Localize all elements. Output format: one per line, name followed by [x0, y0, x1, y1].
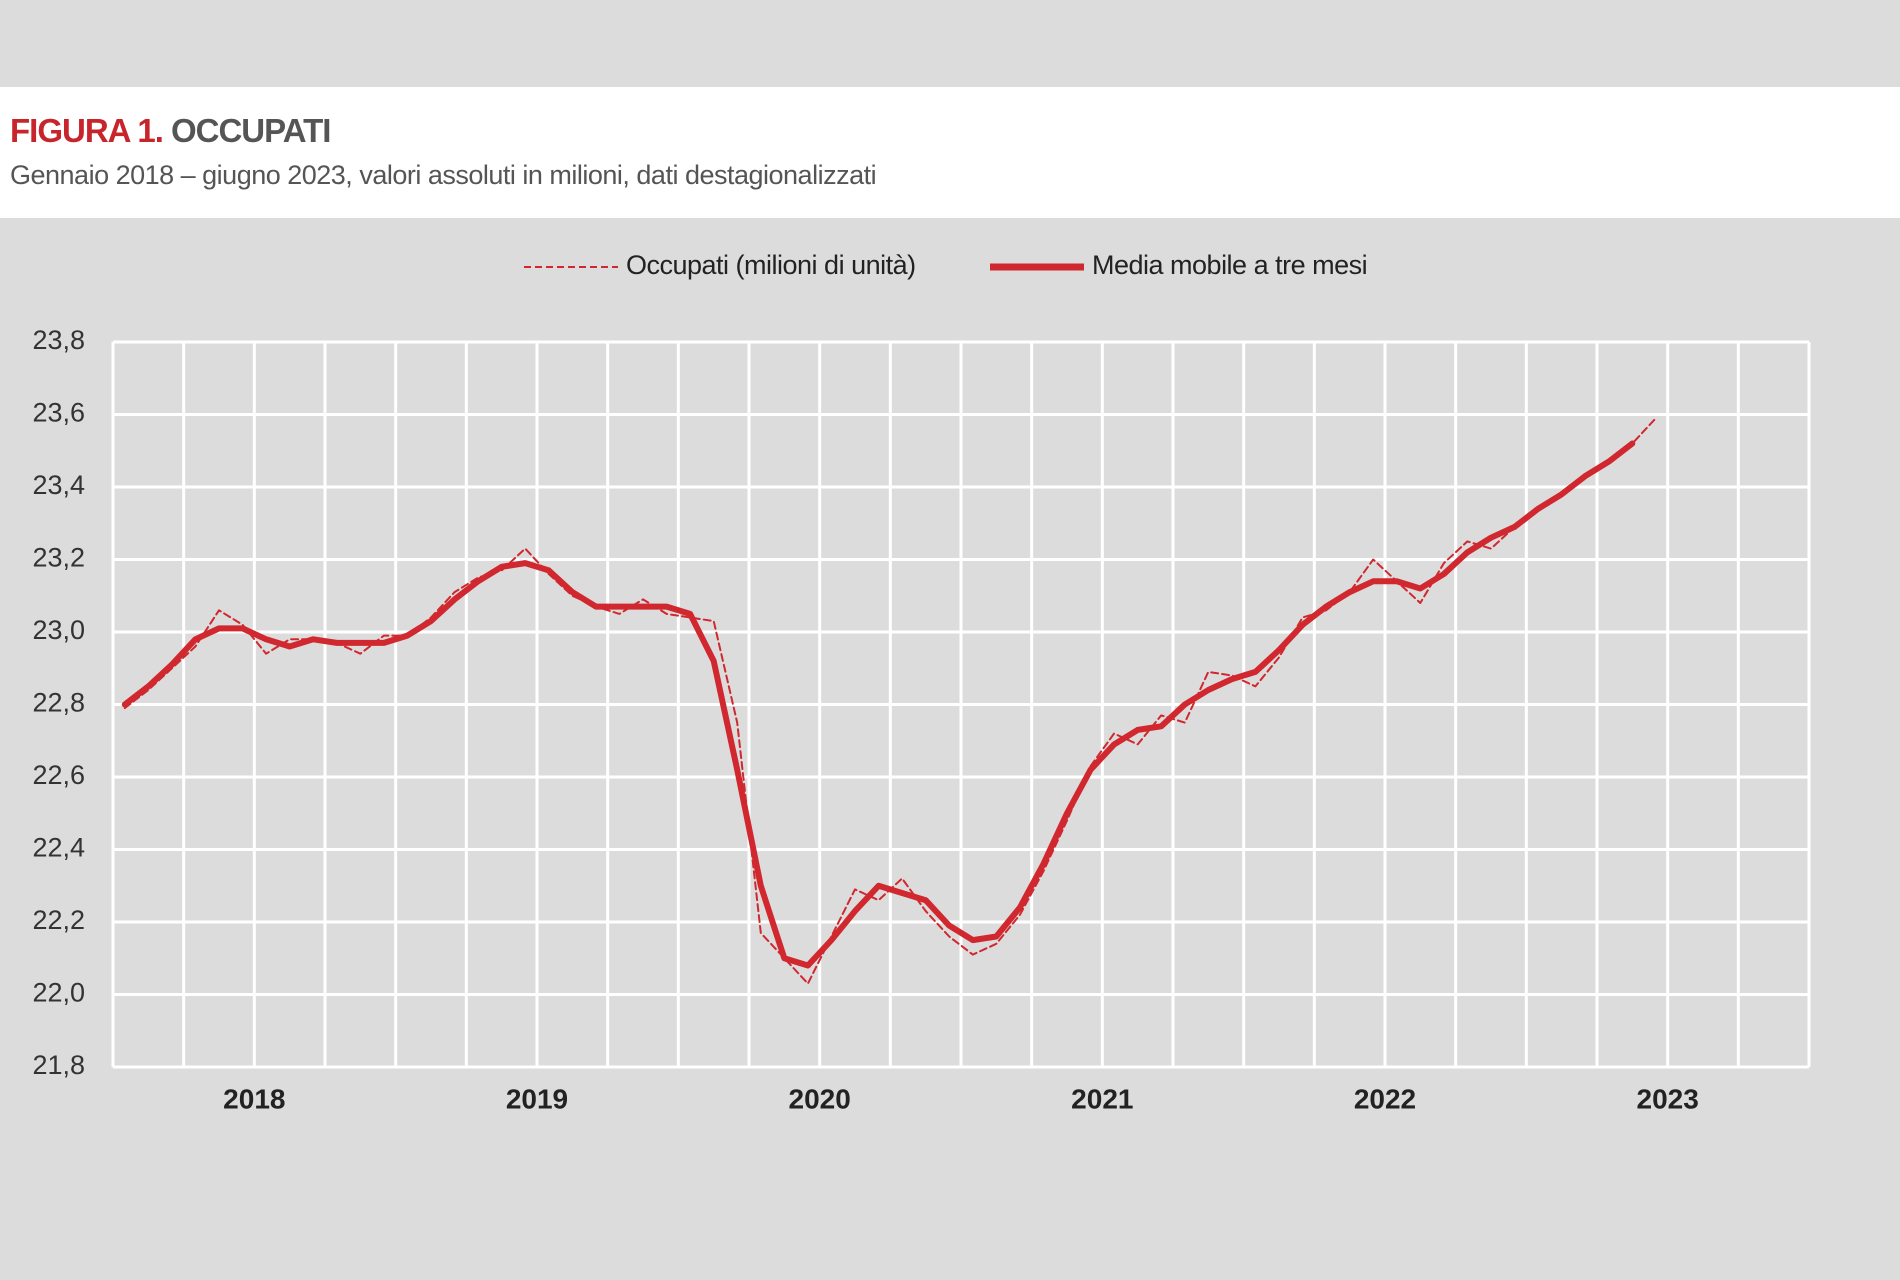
y-tick-label: 22,6 — [32, 760, 85, 790]
x-tick-label: 2023 — [1637, 1083, 1699, 1114]
x-tick-label: 2021 — [1071, 1083, 1133, 1114]
y-tick-label: 23,2 — [32, 543, 85, 573]
y-tick-label: 23,0 — [32, 615, 85, 645]
x-tick-label: 2018 — [223, 1083, 285, 1114]
y-tick-label: 22,2 — [32, 905, 85, 935]
legend-label: Media mobile a tre mesi — [1092, 250, 1367, 280]
y-tick-label: 23,6 — [32, 398, 85, 428]
x-tick-label: 2019 — [506, 1083, 568, 1114]
title-text: OCCUPATI — [171, 112, 330, 149]
legend-label: Occupati (milioni di unità) — [626, 250, 916, 280]
title-prefix: FIGURA 1. — [10, 112, 163, 149]
chart-subtitle: Gennaio 2018 – giugno 2023, valori assol… — [10, 160, 876, 190]
y-tick-label: 21,8 — [32, 1050, 85, 1080]
y-tick-label: 23,4 — [32, 470, 85, 500]
header-band — [0, 87, 1900, 218]
chart-title: FIGURA 1. OCCUPATI — [10, 112, 330, 149]
y-tick-label: 23,8 — [32, 325, 85, 355]
x-tick-label: 2022 — [1354, 1083, 1416, 1114]
y-tick-label: 22,8 — [32, 688, 85, 718]
y-tick-label: 22,0 — [32, 978, 85, 1008]
data-line — [121, 440, 1636, 969]
y-tick-label: 22,4 — [32, 833, 85, 863]
x-tick-label: 2020 — [789, 1083, 851, 1114]
